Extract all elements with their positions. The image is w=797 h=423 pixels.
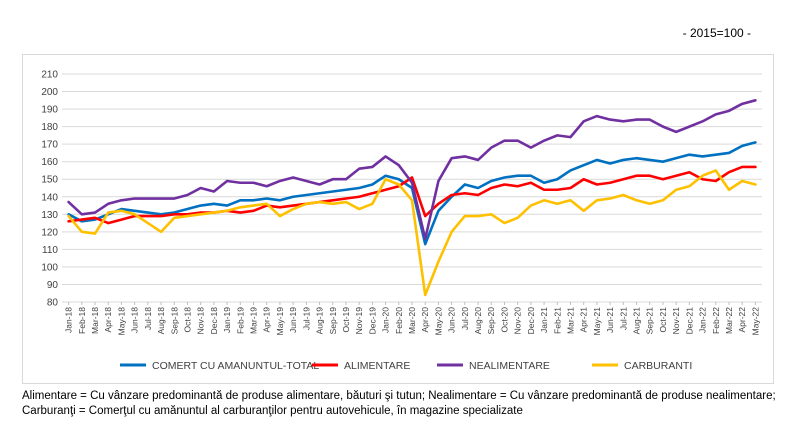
x-tick-label: Feb-19	[235, 307, 245, 334]
legend-label: NEALIMENTARE	[469, 360, 550, 372]
x-tick-label: Apr-19	[262, 307, 272, 333]
x-tick-label: Oct-20	[499, 307, 509, 333]
x-tick-label: Apr-22	[737, 307, 747, 333]
x-tick-label: Oct-19	[341, 307, 351, 333]
x-tick-label: May-21	[592, 307, 602, 336]
x-tick-label: May-19	[275, 307, 285, 336]
y-tick-label: 190	[41, 105, 58, 116]
series-line	[67, 169, 757, 297]
x-tick-label: Apr-18	[103, 307, 113, 333]
x-tick-label: Feb-21	[552, 307, 562, 334]
x-tick-label: Jun-18	[130, 307, 140, 333]
x-tick-label: Dec-18	[209, 307, 219, 335]
y-tick-label: 200	[41, 87, 58, 98]
x-tick-label: Sep-20	[486, 307, 496, 335]
x-tick-label: Nov-21	[671, 307, 681, 335]
y-tick-label: 150	[41, 175, 58, 186]
series-lines	[67, 99, 757, 297]
x-axis-ticks: Jan-18 Feb-18 Mar-18 Apr-18 May-18 Jun-18 Jul-…	[64, 302, 760, 336]
chart-frame	[22, 54, 774, 384]
x-tick-label: Mar-21	[565, 307, 575, 334]
x-tick-label: Aug-19	[315, 307, 325, 335]
x-tick-label: Jan-22	[698, 307, 708, 333]
legend-label: ALIMENTARE	[344, 360, 410, 372]
x-tick-label: Feb-18	[77, 307, 87, 334]
series-line	[67, 99, 757, 241]
x-tick-label: Feb-20	[394, 307, 404, 334]
x-tick-label: Mar-20	[407, 307, 417, 334]
footnote: Alimentare = Cu vânzare predominantă de …	[22, 390, 776, 417]
y-tick-label: 180	[41, 122, 58, 133]
x-tick-label: Apr-21	[579, 307, 589, 333]
y-tick-label: 80	[47, 298, 59, 309]
legend: COMERT CU AMANUNTUL-TOTAL ALIMENTARE NEALI…	[120, 360, 692, 372]
x-tick-label: Jun-19	[288, 307, 298, 333]
y-tick-label: 90	[47, 280, 59, 291]
series-line	[67, 165, 757, 225]
unit-note: - 2015=100 -	[682, 26, 751, 40]
x-tick-label: Jul-18	[143, 307, 153, 330]
y-tick-label: 100	[41, 262, 58, 273]
x-tick-label: Mar-19	[249, 307, 259, 334]
y-axis-ticks: 80 90 100 110 120 130 140 150 160 170 180 190 200 210	[41, 70, 58, 309]
x-tick-label: Nov-20	[513, 307, 523, 335]
x-tick-label: Mar-22	[724, 307, 734, 334]
x-tick-label: Jan-19	[222, 307, 232, 333]
x-tick-label: Sep-19	[328, 307, 338, 335]
x-tick-label: Nov-18	[196, 307, 206, 335]
x-tick-label: Feb-22	[711, 307, 721, 334]
gridlines	[62, 73, 762, 303]
y-tick-label: 110	[42, 245, 58, 256]
x-tick-label: Sep-21	[645, 307, 655, 335]
x-tick-label: Apr-20	[420, 307, 430, 333]
legend-label: COMERT CU AMANUNTUL-TOTAL	[152, 360, 319, 372]
x-tick-label: Jan-20	[381, 307, 391, 333]
y-tick-label: 130	[41, 210, 58, 221]
y-tick-label: 120	[41, 227, 58, 238]
y-tick-label: 140	[41, 192, 58, 203]
x-tick-label: Dec-20	[526, 307, 536, 335]
legend-label: CARBURANTI	[624, 360, 692, 372]
x-tick-label: Oct-21	[658, 307, 668, 333]
x-tick-label: Dec-21	[684, 307, 694, 335]
x-tick-label: Aug-20	[473, 307, 483, 335]
x-tick-label: Jul-19	[301, 307, 311, 330]
y-tick-label: 210	[41, 70, 58, 81]
x-tick-label: Mar-18	[90, 307, 100, 334]
y-tick-label: 160	[41, 157, 58, 168]
x-tick-label: Aug-21	[632, 307, 642, 335]
line-chart: 80 90 100 110 120 130 140 150 160 170 180 190 200 210…	[41, 70, 762, 372]
x-tick-label: Jul-21	[618, 307, 628, 330]
x-tick-label: May-18	[116, 307, 126, 336]
x-tick-label: May-20	[433, 307, 443, 336]
x-tick-label: Jun-21	[605, 307, 615, 333]
x-tick-label: Aug-18	[156, 307, 166, 335]
series-line	[67, 141, 757, 246]
x-tick-label: Jan-18	[64, 307, 74, 333]
x-tick-label: Oct-18	[182, 307, 192, 333]
x-tick-label: Jun-20	[447, 307, 457, 333]
x-tick-label: Sep-18	[169, 307, 179, 335]
x-tick-label: Jan-21	[539, 307, 549, 333]
x-tick-label: May-22	[750, 307, 760, 336]
x-tick-label: Nov-19	[354, 307, 364, 335]
y-tick-label: 170	[41, 140, 58, 151]
x-tick-label: Dec-19	[367, 307, 377, 335]
x-tick-label: Jul-20	[460, 307, 470, 330]
